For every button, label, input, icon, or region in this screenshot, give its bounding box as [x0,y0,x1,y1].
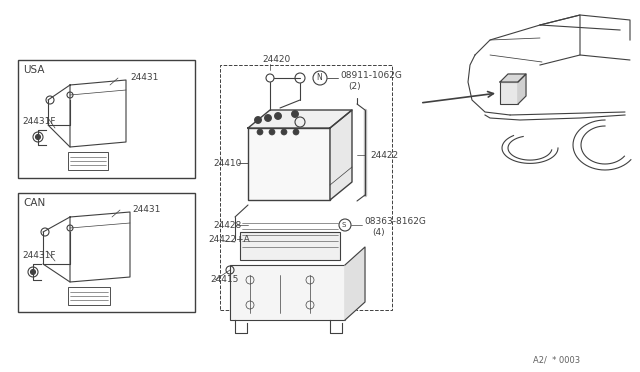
Bar [68,287,110,305]
Bar [18,60,195,178]
Text: N: N [316,74,322,83]
Circle shape [257,129,263,135]
Bar [68,152,108,170]
Text: 24422: 24422 [370,151,398,160]
Polygon shape [330,110,352,200]
Bar [240,232,340,260]
Text: 24431F: 24431F [22,118,56,126]
Text: 08911-1062G: 08911-1062G [340,71,402,80]
Bar [248,128,330,200]
Circle shape [291,110,298,118]
Circle shape [255,116,262,124]
Polygon shape [500,74,526,82]
Text: (4): (4) [372,228,385,237]
Polygon shape [345,247,365,320]
Circle shape [281,129,287,135]
Circle shape [275,112,282,119]
Circle shape [293,129,299,135]
Bar [18,193,195,312]
Text: 24431F: 24431F [22,250,56,260]
Text: 24431: 24431 [130,74,158,83]
Text: 24431: 24431 [132,205,161,215]
Text: 24428: 24428 [213,221,241,230]
Bar [230,265,345,320]
Text: S: S [342,222,346,228]
Text: 24410: 24410 [213,158,241,167]
Circle shape [264,115,271,122]
Text: (2): (2) [348,81,360,90]
Text: 24415: 24415 [210,276,238,285]
Text: 08363-8162G: 08363-8162G [364,218,426,227]
Circle shape [31,269,35,275]
Circle shape [269,129,275,135]
Text: A2/  * 0003: A2/ * 0003 [533,356,580,365]
Circle shape [35,135,40,140]
Text: USA: USA [23,65,45,75]
Bar [500,82,518,104]
Polygon shape [248,110,352,128]
Text: 24422+A: 24422+A [208,235,250,244]
Text: 24420: 24420 [262,55,291,64]
Bar [220,65,392,310]
Text: CAN: CAN [23,198,45,208]
Polygon shape [518,74,526,104]
